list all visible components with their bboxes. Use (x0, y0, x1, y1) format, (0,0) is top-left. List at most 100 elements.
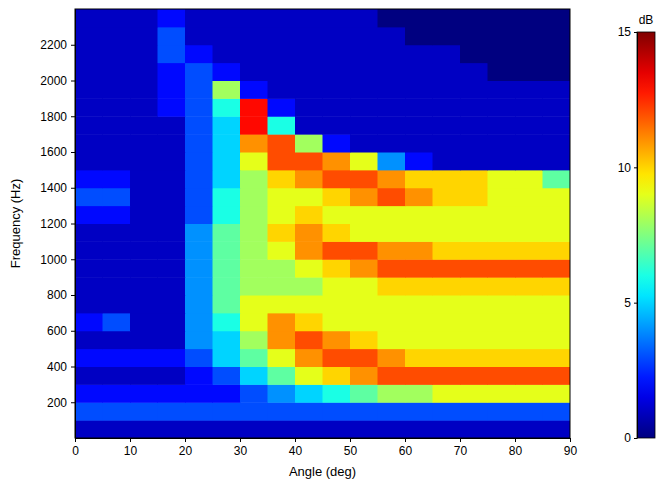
tick: 800 (47, 288, 75, 302)
heatmap-cell (378, 116, 406, 134)
heatmap-cell (75, 241, 103, 259)
tick-label: 1600 (40, 145, 67, 159)
heatmap-cell (295, 170, 323, 188)
heatmap-cell (515, 277, 543, 295)
heatmap-cell (405, 367, 433, 385)
heatmap-cell (295, 277, 323, 295)
heatmap-cell (158, 331, 186, 349)
tick: 2000 (40, 74, 75, 88)
heatmap-cell (213, 224, 241, 242)
heatmap-cell (268, 241, 296, 259)
heatmap-cell (130, 295, 158, 313)
heatmap-cell (295, 295, 323, 313)
heatmap-cell (323, 241, 351, 259)
heatmap-cell (213, 295, 241, 313)
heatmap-cell (268, 188, 296, 206)
heatmap-cell (405, 349, 433, 367)
heatmap-cell (378, 98, 406, 116)
chart: 0102030405060708090200400600800100012001… (0, 0, 665, 484)
heatmap-cell (433, 9, 461, 27)
heatmap-cell (75, 170, 103, 188)
tick-label: 80 (509, 444, 523, 458)
heatmap-cell (268, 9, 296, 27)
heatmap-cell (75, 313, 103, 331)
heatmap-cell (488, 402, 516, 420)
heatmap-cell (405, 259, 433, 277)
heatmap-cell (130, 331, 158, 349)
heatmap-cell (185, 241, 213, 259)
heatmap-cell (75, 420, 103, 438)
heatmap-cell (543, 152, 571, 170)
heatmap-cell (103, 98, 131, 116)
heatmap-cell (130, 45, 158, 63)
heatmap-cell (240, 224, 268, 242)
heatmap-cell (323, 295, 351, 313)
heatmap-cell (323, 313, 351, 331)
heatmap-cell (158, 63, 186, 81)
heatmap-cell (433, 170, 461, 188)
heatmap-cell (488, 259, 516, 277)
heatmap-cell (75, 277, 103, 295)
heatmap-cell (103, 63, 131, 81)
heatmap-cell (460, 295, 488, 313)
heatmap-cell (185, 9, 213, 27)
heatmap-cell (185, 384, 213, 402)
heatmap-cell (75, 295, 103, 313)
heatmap-cell (158, 81, 186, 99)
heatmap-cell (130, 349, 158, 367)
heatmap-cell (515, 295, 543, 313)
tick-mark (130, 438, 131, 442)
heatmap-cell (103, 9, 131, 27)
heatmap-cell (543, 27, 571, 45)
heatmap-cell (240, 188, 268, 206)
heatmap-cell (433, 81, 461, 99)
heatmap-cell (103, 27, 131, 45)
tick-mark (570, 438, 571, 442)
heatmap-cell (185, 81, 213, 99)
heatmap-cell (158, 27, 186, 45)
heatmap-cell (185, 259, 213, 277)
heatmap-cell (543, 402, 571, 420)
heatmap-cell (433, 152, 461, 170)
heatmap-cell (378, 152, 406, 170)
heatmap-cell (158, 277, 186, 295)
heatmap-cell (378, 170, 406, 188)
tick: 90 (564, 438, 578, 458)
heatmap-cell (213, 313, 241, 331)
tick-mark (240, 438, 241, 442)
tick-label: 1800 (40, 110, 67, 124)
heatmap-cell (213, 349, 241, 367)
tick-mark (71, 259, 75, 260)
heatmap-cell (378, 384, 406, 402)
heatmap-cell (103, 116, 131, 134)
heatmap-cell (488, 116, 516, 134)
heatmap-cell (103, 152, 131, 170)
tick: 70 (454, 438, 468, 458)
heatmap-cell (268, 63, 296, 81)
heatmap-cell (433, 331, 461, 349)
tick-label: 600 (47, 324, 67, 338)
heatmap-cell (488, 384, 516, 402)
heatmap-cell (460, 45, 488, 63)
y-axis: 2004006008001000120014001600180020002200 (40, 10, 75, 439)
tick: 600 (47, 324, 75, 338)
heatmap-cell (543, 9, 571, 27)
heatmap-cell (158, 367, 186, 385)
heatmap-cell (378, 277, 406, 295)
heatmap-cell (488, 331, 516, 349)
tick-label: 1000 (40, 253, 67, 267)
heatmap-cell (350, 277, 378, 295)
heatmap-cell (488, 134, 516, 152)
tick-mark (71, 116, 75, 117)
heatmap-cell (103, 188, 131, 206)
heatmap-cell (158, 170, 186, 188)
heatmap-cell (295, 9, 323, 27)
tick-label: 1400 (40, 181, 67, 195)
heatmap-cell (158, 241, 186, 259)
heatmap-cell (405, 134, 433, 152)
heatmap-cell (460, 98, 488, 116)
tick: 0 (72, 438, 79, 458)
heatmap-cell (350, 384, 378, 402)
heatmap-cell (75, 116, 103, 134)
heatmap-cell (158, 9, 186, 27)
